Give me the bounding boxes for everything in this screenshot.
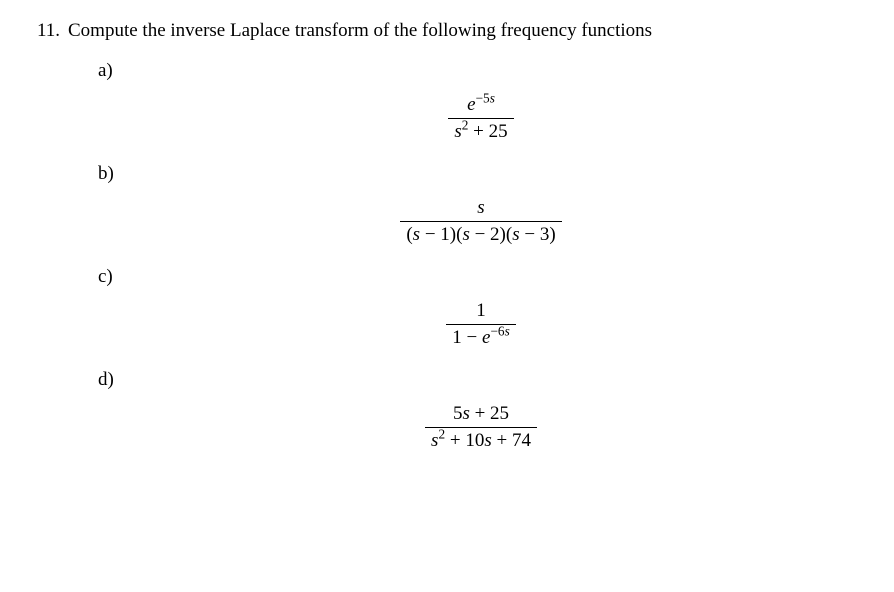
fraction: e−5s s2 + 25: [448, 94, 513, 143]
part-d: d) 5s + 25 s2 + 10s + 74: [98, 369, 864, 452]
part-b: b) s (s − 1)(s − 2)(s − 3): [98, 163, 864, 246]
fraction: 5s + 25 s2 + 10s + 74: [425, 403, 537, 452]
part-a: a) e−5s s2 + 25: [98, 60, 864, 143]
formula-d: 5s + 25 s2 + 10s + 74: [98, 403, 864, 452]
problem: 11. Compute the inverse Laplace transfor…: [30, 20, 864, 472]
numerator: 5s + 25: [425, 403, 537, 428]
fraction: 1 1 − e−6s: [446, 300, 516, 349]
denominator: (s − 1)(s − 2)(s − 3): [400, 222, 561, 246]
part-label: b): [98, 163, 114, 184]
part-label: a): [98, 60, 113, 81]
formula-c: 1 1 − e−6s: [98, 300, 864, 349]
part-label: c): [98, 266, 113, 287]
formula-b: s (s − 1)(s − 2)(s − 3): [98, 197, 864, 246]
numerator: s: [400, 197, 561, 222]
denominator: s2 + 25: [448, 119, 513, 143]
part-label: d): [98, 369, 114, 390]
denominator: s2 + 10s + 74: [425, 428, 537, 452]
problem-number: 11.: [30, 20, 60, 42]
formula-a: e−5s s2 + 25: [98, 94, 864, 143]
problem-body: Compute the inverse Laplace transform of…: [68, 20, 864, 472]
numerator: e−5s: [448, 94, 513, 119]
part-c: c) 1 1 − e−6s: [98, 266, 864, 349]
numerator: 1: [446, 300, 516, 325]
fraction: s (s − 1)(s − 2)(s − 3): [400, 197, 561, 246]
denominator: 1 − e−6s: [446, 325, 516, 349]
problem-statement: Compute the inverse Laplace transform of…: [68, 20, 652, 41]
